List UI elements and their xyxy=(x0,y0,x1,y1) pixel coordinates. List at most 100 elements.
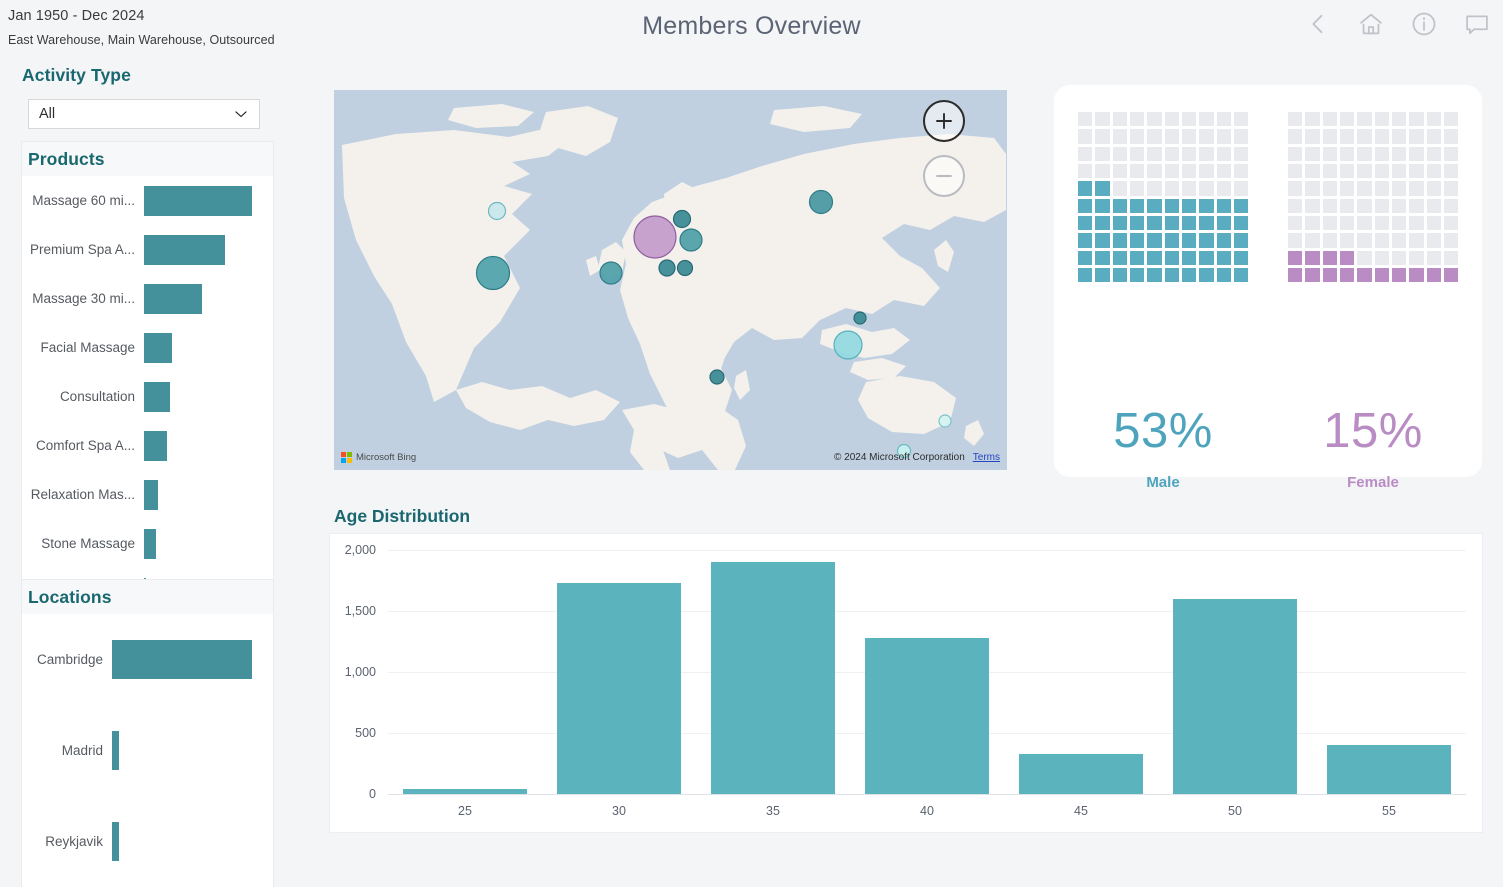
age-bar[interactable] xyxy=(403,789,527,794)
gender-dot xyxy=(1181,112,1197,127)
x-tick-label: 35 xyxy=(766,804,780,818)
map-zoom-in-button[interactable] xyxy=(923,100,965,142)
bar-row[interactable]: Facial Massage xyxy=(22,323,273,372)
gender-dot xyxy=(1339,181,1355,196)
gender-dot xyxy=(1216,267,1231,283)
gender-dot xyxy=(1095,181,1110,196)
gender-dot xyxy=(1199,267,1214,283)
bar-row[interactable]: Massage 30 mi... xyxy=(22,274,273,323)
gender-dot xyxy=(1391,181,1407,196)
map-bubble-east-asia[interactable] xyxy=(853,311,867,325)
map-bubble-southern-africa[interactable] xyxy=(709,369,725,385)
bar-row[interactable]: Relaxation Mas... xyxy=(22,470,273,519)
map-bubble-north-america-west[interactable] xyxy=(475,255,511,291)
gender-dot xyxy=(1374,198,1389,213)
bar-track xyxy=(112,731,252,770)
gender-dot xyxy=(1409,163,1424,179)
map-bubble-central-europe[interactable] xyxy=(679,228,703,252)
gridline xyxy=(388,550,1466,551)
gender-dot xyxy=(1357,198,1372,213)
gender-dot xyxy=(1339,146,1355,161)
map-bubble-ireland[interactable] xyxy=(599,261,623,285)
bar-label: Massage 60 mi... xyxy=(32,193,135,208)
bar-fill xyxy=(112,731,119,770)
gender-dot xyxy=(1199,163,1214,179)
x-tick-label: 50 xyxy=(1228,804,1242,818)
bar-track xyxy=(144,332,252,363)
bar-row[interactable]: Madrid xyxy=(22,705,273,796)
gender-dot xyxy=(1129,112,1145,127)
gender-dot xyxy=(1147,233,1162,248)
map-bubble-southern-europe[interactable] xyxy=(676,259,694,277)
gender-dot xyxy=(1095,215,1110,231)
map-bubble-russia-east[interactable] xyxy=(808,189,834,215)
world-map[interactable]: Microsoft Bing © 2024 Microsoft Corporat… xyxy=(334,90,1007,470)
gender-dot xyxy=(1147,129,1162,144)
bar-row[interactable]: Massage 60 mi... xyxy=(22,176,273,225)
age-bar[interactable] xyxy=(711,561,835,794)
gender-dot xyxy=(1322,129,1337,144)
age-bar[interactable] xyxy=(1019,753,1143,794)
home-icon[interactable] xyxy=(1357,10,1385,38)
gender-dot xyxy=(1288,129,1303,144)
bar-row[interactable]: Premium Spa A... xyxy=(22,225,273,274)
warehouse-filter-label: East Warehouse, Main Warehouse, Outsourc… xyxy=(8,33,275,47)
gender-dot xyxy=(1078,163,1093,179)
map-zoom-out-button[interactable] xyxy=(923,155,965,197)
gender-dot xyxy=(1095,198,1110,213)
gender-dot xyxy=(1216,250,1231,265)
gender-dot xyxy=(1181,198,1197,213)
map-terms-link[interactable]: Terms xyxy=(972,452,1000,463)
gender-dot xyxy=(1181,181,1197,196)
comment-icon[interactable] xyxy=(1463,10,1491,38)
gender-dot xyxy=(1443,198,1459,213)
bar-row[interactable]: Consultation xyxy=(22,372,273,421)
gender-dot xyxy=(1374,233,1389,248)
map-bubble-scandinavia[interactable] xyxy=(672,209,692,229)
female-dot-grid xyxy=(1288,112,1459,283)
products-bar-chart: Massage 60 mi... Premium Spa A... Massage … xyxy=(22,176,273,617)
age-bar[interactable] xyxy=(1173,598,1297,794)
bar-row[interactable]: Reykjavik xyxy=(22,796,273,887)
age-bar[interactable] xyxy=(557,582,681,794)
map-bubble-south-america[interactable] xyxy=(896,443,912,459)
male-percent: 53% xyxy=(1113,404,1213,458)
age-bar[interactable] xyxy=(1327,745,1451,794)
bar-row[interactable]: Comfort Spa A... xyxy=(22,421,273,470)
bar-track xyxy=(144,479,252,510)
gender-dot xyxy=(1357,233,1372,248)
gender-dot xyxy=(1409,112,1424,127)
gender-dot xyxy=(1216,215,1231,231)
bar-row[interactable]: Cambridge xyxy=(22,614,273,705)
map-bubble-southeast-asia[interactable] xyxy=(833,330,863,360)
gender-dot xyxy=(1199,181,1214,196)
map-bubble-new-zealand[interactable] xyxy=(938,414,952,428)
gender-dot xyxy=(1409,233,1424,248)
gender-dot xyxy=(1288,146,1303,161)
age-bar[interactable] xyxy=(865,638,989,794)
map-bubble-canada-north[interactable] xyxy=(487,201,507,221)
gender-dot xyxy=(1181,163,1197,179)
page-title: Members Overview xyxy=(642,12,861,40)
gender-dot xyxy=(1339,233,1355,248)
gender-dot xyxy=(1339,129,1355,144)
bar-track xyxy=(144,528,252,559)
gender-dot xyxy=(1374,250,1389,265)
info-icon[interactable] xyxy=(1410,10,1438,38)
gender-dot xyxy=(1357,163,1372,179)
gender-dot xyxy=(1288,181,1303,196)
x-tick-label: 30 xyxy=(612,804,626,818)
gender-dot xyxy=(1339,215,1355,231)
gender-dot xyxy=(1199,233,1214,248)
gender-dot xyxy=(1443,112,1459,127)
products-card-header: Products xyxy=(22,142,273,176)
gender-dot xyxy=(1129,198,1145,213)
gender-dot xyxy=(1357,112,1372,127)
map-bubble-uk-small[interactable] xyxy=(658,259,676,277)
gender-dot xyxy=(1147,181,1162,196)
activity-type-dropdown[interactable]: All xyxy=(28,99,260,129)
bar-row[interactable]: Stone Massage xyxy=(22,519,273,568)
gender-dot xyxy=(1078,146,1093,161)
back-icon[interactable] xyxy=(1304,10,1332,38)
map-bubble-uk-large[interactable] xyxy=(633,215,677,259)
